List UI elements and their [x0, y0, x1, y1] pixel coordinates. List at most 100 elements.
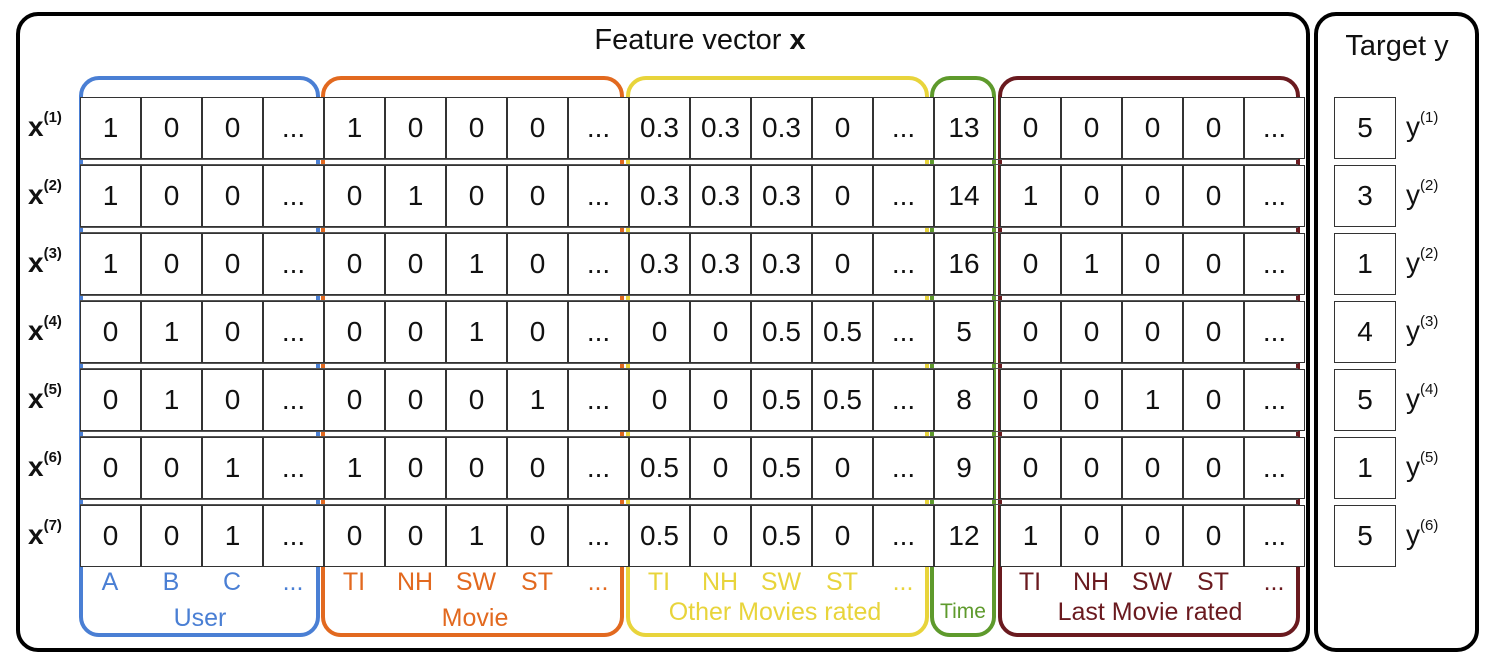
last-cell: 0 — [1000, 437, 1061, 499]
time-cell: 13 — [934, 97, 994, 159]
group-sublabel: TI — [647, 568, 671, 596]
other-cell: 0.5 — [751, 437, 812, 499]
movie-cell: 0 — [385, 97, 446, 159]
row-label: x(7) — [28, 517, 62, 551]
user-cell: 1 — [141, 369, 202, 431]
feature-vector-frame — [16, 12, 1310, 652]
user-cell: 1 — [202, 505, 263, 567]
last-cell: ... — [1244, 369, 1305, 431]
group-sublabel: ST — [1197, 568, 1229, 596]
other-cell: 0.3 — [629, 97, 690, 159]
target-cell: 3 — [1334, 165, 1396, 227]
movie-cell: 1 — [446, 505, 507, 567]
title-prefix: Feature vector — [594, 24, 790, 56]
movie-cell: 0 — [385, 369, 446, 431]
other-cell: 0 — [812, 233, 873, 295]
group-sublabel: B — [162, 568, 180, 596]
other-cell: 0.5 — [751, 369, 812, 431]
user-cell: ... — [263, 233, 324, 295]
user-cell: ... — [263, 437, 324, 499]
user-cell: 0 — [202, 97, 263, 159]
other-cell: 0 — [812, 97, 873, 159]
movie-cell: 1 — [324, 97, 385, 159]
movie-cell: ... — [568, 437, 629, 499]
last-cell: 0 — [1122, 165, 1183, 227]
target-label-y: y — [1406, 111, 1420, 142]
group-sublabel: C — [222, 568, 242, 596]
user-cell: 1 — [141, 301, 202, 363]
other-cell: 0 — [812, 165, 873, 227]
target-label-y: y — [1406, 451, 1420, 482]
last-cell: 0 — [1122, 437, 1183, 499]
last-cell: 0 — [1000, 369, 1061, 431]
group-label: Movie — [441, 604, 509, 632]
last-cell: ... — [1244, 437, 1305, 499]
last-cell: 0 — [1183, 97, 1244, 159]
user-cell: 1 — [202, 437, 263, 499]
last-cell: 0 — [1122, 301, 1183, 363]
movie-cell: ... — [568, 97, 629, 159]
target-title: Target y — [1345, 30, 1449, 62]
group-label: User — [173, 604, 227, 632]
last-cell: ... — [1244, 233, 1305, 295]
row-label-x: x — [28, 383, 44, 414]
user-cell: 0 — [202, 301, 263, 363]
other-cell: 0.3 — [751, 233, 812, 295]
movie-cell: 0 — [385, 233, 446, 295]
last-cell: 0 — [1061, 437, 1122, 499]
last-cell: ... — [1244, 505, 1305, 567]
target-cell: 5 — [1334, 505, 1396, 567]
row-divider — [80, 431, 1298, 437]
group-sublabel: ... — [282, 568, 304, 596]
row-label: x(2) — [28, 177, 62, 211]
movie-cell: 1 — [507, 369, 568, 431]
target-label: y(1) — [1406, 109, 1438, 143]
row-label-sup: (3) — [43, 244, 62, 262]
movie-cell: 1 — [385, 165, 446, 227]
target-label-sup: (6) — [1420, 516, 1439, 534]
group-sublabel: NH — [396, 568, 434, 596]
other-cell: ... — [873, 165, 934, 227]
movie-cell: 0 — [507, 233, 568, 295]
last-cell: 0 — [1061, 165, 1122, 227]
last-cell: 1 — [1122, 369, 1183, 431]
group-sublabel: ST — [521, 568, 553, 596]
group-sublabel: TI — [342, 568, 366, 596]
row-divider — [80, 159, 1298, 165]
target-cell: 1 — [1334, 233, 1396, 295]
other-cell: ... — [873, 437, 934, 499]
row-label: x(1) — [28, 108, 62, 143]
row-label-sup: (1) — [43, 108, 62, 126]
other-cell: 0.3 — [751, 97, 812, 159]
other-cell: 0.5 — [812, 369, 873, 431]
movie-cell: 0 — [507, 505, 568, 567]
other-cell: 0.5 — [629, 505, 690, 567]
user-cell: 0 — [202, 165, 263, 227]
last-cell: 0 — [1183, 437, 1244, 499]
target-cell: 5 — [1334, 97, 1396, 159]
row-label: x(4) — [28, 313, 62, 347]
other-cell: 0.3 — [690, 165, 751, 227]
movie-cell: ... — [568, 233, 629, 295]
user-cell: ... — [263, 165, 324, 227]
other-cell: 0.3 — [690, 233, 751, 295]
movie-cell: 0 — [385, 437, 446, 499]
target-label: y(3) — [1406, 313, 1438, 347]
last-cell: 0 — [1000, 233, 1061, 295]
time-cell: 9 — [934, 437, 994, 499]
last-cell: 0 — [1061, 505, 1122, 567]
row-label-x: x — [28, 247, 44, 278]
last-cell: 0 — [1061, 369, 1122, 431]
last-cell: 0 — [1061, 97, 1122, 159]
group-sublabel: SW — [760, 568, 802, 596]
movie-cell: 0 — [324, 165, 385, 227]
target-label-y: y — [1406, 179, 1420, 210]
user-cell: 0 — [80, 505, 141, 567]
user-cell: 0 — [141, 165, 202, 227]
other-cell: ... — [873, 233, 934, 295]
group-label: Other Movies rated — [668, 598, 882, 626]
row-divider — [80, 227, 1298, 233]
target-label-y: y — [1406, 383, 1420, 414]
other-cell: 0.5 — [751, 505, 812, 567]
time-cell: 5 — [934, 301, 994, 363]
